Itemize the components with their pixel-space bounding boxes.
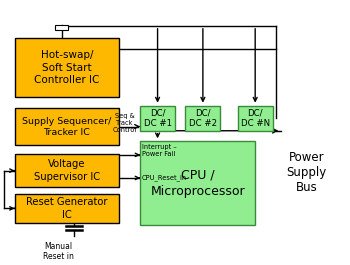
- Text: DC/
DC #N: DC/ DC #N: [240, 108, 270, 128]
- Text: CPU /
Microprocessor: CPU / Microprocessor: [150, 169, 245, 198]
- FancyBboxPatch shape: [15, 194, 119, 223]
- Text: DC/
DC #2: DC/ DC #2: [189, 108, 217, 128]
- Text: Voltage
Supervisor IC: Voltage Supervisor IC: [34, 160, 100, 182]
- FancyBboxPatch shape: [15, 154, 119, 187]
- FancyBboxPatch shape: [15, 38, 119, 97]
- Text: Seq &
Track
Control: Seq & Track Control: [112, 113, 136, 133]
- Text: DC/
DC #1: DC/ DC #1: [144, 108, 172, 128]
- FancyBboxPatch shape: [186, 105, 220, 131]
- FancyBboxPatch shape: [140, 105, 175, 131]
- FancyBboxPatch shape: [238, 105, 273, 131]
- Text: Reset Generator
IC: Reset Generator IC: [26, 197, 108, 220]
- FancyBboxPatch shape: [55, 25, 68, 30]
- Text: Power
Supply
Bus: Power Supply Bus: [287, 151, 327, 194]
- Text: Hot-swap/
Soft Start
Controller IC: Hot-swap/ Soft Start Controller IC: [34, 50, 100, 85]
- FancyBboxPatch shape: [140, 141, 255, 225]
- FancyBboxPatch shape: [15, 108, 119, 145]
- Text: Supply Sequencer/
Tracker IC: Supply Sequencer/ Tracker IC: [22, 117, 112, 136]
- Text: Interrupt –
Power Fail: Interrupt – Power Fail: [142, 144, 177, 157]
- Text: Manual
Reset in: Manual Reset in: [43, 242, 74, 261]
- Text: CPU_Reset_in: CPU_Reset_in: [142, 174, 187, 180]
